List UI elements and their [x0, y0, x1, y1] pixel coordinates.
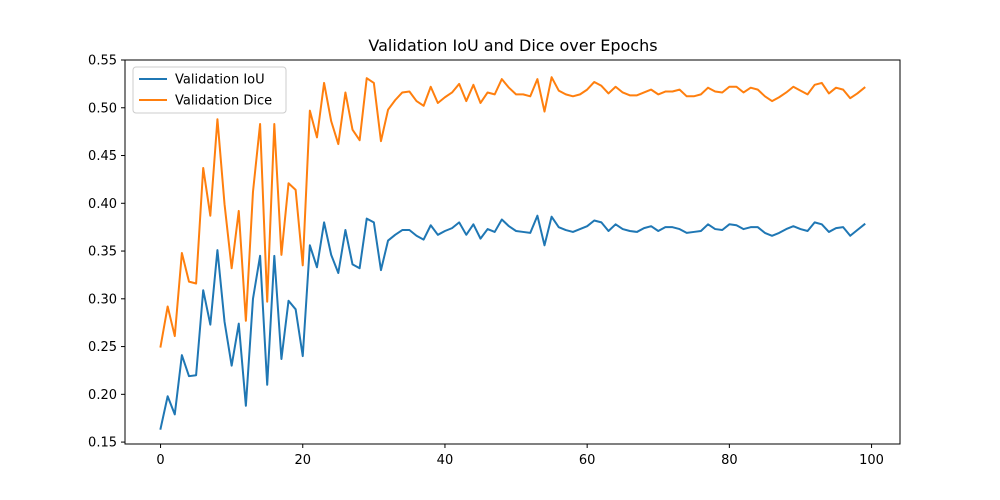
legend-label: Validation Dice [175, 94, 272, 109]
legend: Validation IoU Validation Dice [132, 66, 287, 114]
x-tick-label: 100 [859, 453, 884, 468]
plot-area [159, 76, 866, 430]
y-tick-label: 0.50 [88, 101, 117, 116]
y-tick-label: 0.30 [88, 292, 117, 307]
chart-title: Validation IoU and Dice over Epochs [368, 36, 657, 55]
y-tick-label: 0.40 [88, 197, 117, 212]
x-tick-label: 0 [156, 453, 164, 468]
y-tick-label: 0.35 [88, 245, 117, 260]
y-tick-label: 0.45 [88, 149, 117, 164]
y-tick-label: 0.20 [88, 388, 117, 403]
legend-box [132, 66, 287, 114]
y-tick-label: 0.15 [88, 436, 117, 451]
plot-frame [124, 59, 901, 445]
x-tick-label: 60 [579, 453, 596, 468]
x-tick-label: 40 [437, 453, 454, 468]
legend-label: Validation IoU [175, 73, 265, 88]
axes: 0 20 40 60 80 100 0.15 0.20 0.25 0.30 0.35 0.40 0.45… [88, 54, 901, 468]
series-line-iou [159, 214, 866, 430]
y-tick-label: 0.25 [88, 340, 117, 355]
x-tick-label: 80 [721, 453, 738, 468]
y-tick-label: 0.55 [88, 54, 117, 69]
x-tick-label: 20 [294, 453, 311, 468]
series-line-dice [159, 76, 866, 348]
